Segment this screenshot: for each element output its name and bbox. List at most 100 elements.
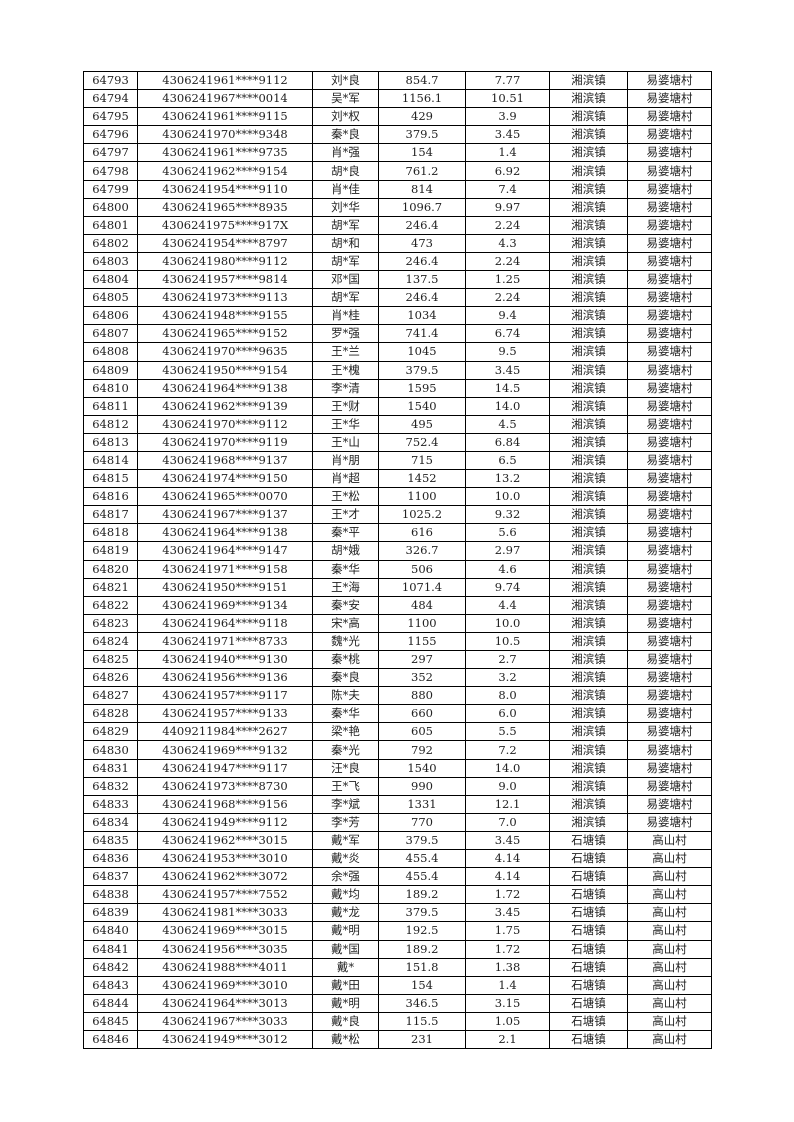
cell-town: 湘滨镇: [549, 432, 628, 452]
cell-row-number: 64799: [83, 179, 138, 199]
cell-village: 易婆塘村: [627, 306, 712, 326]
cell-village: 高山村: [627, 867, 712, 887]
cell-name: 王*财: [312, 396, 379, 416]
cell-town: 湘滨镇: [549, 541, 628, 561]
cell-name: 秦*光: [312, 740, 379, 760]
cell-amount: 246.4: [378, 215, 466, 235]
cell-village: 高山村: [627, 1011, 712, 1031]
table-row: 64824 4306241971****8733 魏*光 1155 10.5 湘滨镇 易婆塘…: [83, 631, 712, 652]
cell-row-number: 64814: [83, 450, 138, 471]
cell-amount: 297: [378, 649, 466, 670]
cell-id-number: 4306241965****9152: [137, 324, 313, 344]
cell-town: 石塘镇: [549, 921, 628, 941]
cell-town: 湘滨镇: [549, 649, 628, 670]
cell-amount: 1540: [378, 396, 466, 416]
cell-id-number: 4306241968****9137: [137, 450, 313, 471]
cell-town: 石塘镇: [549, 885, 628, 905]
cell-area: 4.5: [465, 414, 550, 434]
cell-village: 易婆塘村: [627, 288, 712, 308]
cell-row-number: 64796: [83, 125, 138, 145]
cell-village: 易婆塘村: [627, 161, 712, 181]
cell-village: 易婆塘村: [627, 686, 712, 706]
cell-name: 戴*炎: [312, 849, 379, 869]
cell-area: 6.5: [465, 450, 550, 471]
cell-id-number: 4306241957****7552: [137, 885, 313, 905]
cell-area: 9.97: [465, 197, 550, 217]
cell-row-number: 64846: [83, 1029, 138, 1050]
cell-row-number: 64839: [83, 903, 138, 923]
table-row: 64822 4306241969****9134 秦*安 484 4.4 湘滨镇 易婆塘村: [83, 595, 712, 615]
cell-town: 湘滨镇: [549, 631, 628, 652]
cell-id-number: 4306241949****3012: [137, 1029, 313, 1050]
cell-row-number: 64795: [83, 107, 138, 127]
cell-area: 1.25: [465, 270, 550, 290]
cell-amount: 231: [378, 1029, 466, 1050]
cell-id-number: 4306241949****9112: [137, 812, 313, 832]
cell-amount: 151.8: [378, 957, 466, 977]
cell-row-number: 64843: [83, 975, 138, 995]
table-row: 64819 4306241964****9147 胡*娥 326.7 2.97 湘滨镇 易婆…: [83, 541, 712, 561]
cell-row-number: 64804: [83, 270, 138, 290]
cell-id-number: 4306241965****0070: [137, 487, 313, 507]
cell-name: 罗*强: [312, 324, 379, 344]
cell-village: 易婆塘村: [627, 107, 712, 127]
cell-name: 肖*强: [312, 143, 379, 163]
cell-area: 2.24: [465, 215, 550, 235]
cell-area: 9.5: [465, 342, 550, 362]
cell-town: 湘滨镇: [549, 740, 628, 760]
cell-town: 湘滨镇: [549, 378, 628, 398]
cell-name: 秦*华: [312, 704, 379, 724]
cell-village: 高山村: [627, 975, 712, 995]
table-row: 64820 4306241971****9158 秦*华 506 4.6 湘滨镇 易婆塘村: [83, 559, 712, 579]
cell-town: 湘滨镇: [549, 776, 628, 796]
cell-id-number: 4306241961****9735: [137, 143, 313, 163]
cell-id-number: 4306241970****9348: [137, 125, 313, 145]
table-row: 64836 4306241953****3010 戴*炎 455.4 4.14 石塘镇 高山…: [83, 849, 712, 869]
cell-name: 李*清: [312, 378, 379, 398]
cell-name: 刘*华: [312, 197, 379, 217]
cell-id-number: 4306241973****8730: [137, 776, 313, 796]
cell-area: 2.7: [465, 649, 550, 670]
cell-area: 3.45: [465, 360, 550, 380]
cell-id-number: 4306241971****8733: [137, 631, 313, 652]
cell-id-number: 4306241968****9156: [137, 794, 313, 814]
cell-name: 梁*艳: [312, 722, 379, 742]
cell-row-number: 64824: [83, 631, 138, 652]
table-row: 64807 4306241965****9152 罗*强 741.4 6.74 湘滨镇 易婆…: [83, 324, 712, 344]
table-row: 64797 4306241961****9735 肖*强 154 1.4 湘滨镇 易婆塘村: [83, 143, 712, 163]
cell-amount: 137.5: [378, 270, 466, 290]
cell-amount: 246.4: [378, 288, 466, 308]
cell-name: 余*强: [312, 867, 379, 887]
cell-id-number: 4306241980****9112: [137, 251, 313, 272]
cell-amount: 741.4: [378, 324, 466, 344]
cell-area: 8.0: [465, 686, 550, 706]
cell-id-number: 4306241974****9150: [137, 469, 313, 489]
table-row: 64845 4306241967****3033 戴*良 115.5 1.05 石塘镇 高山…: [83, 1011, 712, 1031]
table-row: 64816 4306241965****0070 王*松 1100 10.0 湘滨镇 易婆塘…: [83, 487, 712, 507]
table-row: 64843 4306241969****3010 戴*田 154 1.4 石塘镇 高山村: [83, 975, 712, 995]
cell-row-number: 64829: [83, 722, 138, 742]
cell-town: 湘滨镇: [549, 179, 628, 199]
cell-area: 7.77: [465, 70, 550, 91]
table-row: 64813 4306241970****9119 王*山 752.4 6.84 湘滨镇 易婆…: [83, 432, 712, 452]
cell-town: 石塘镇: [549, 867, 628, 887]
cell-area: 5.5: [465, 722, 550, 742]
cell-id-number: 4306241970****9119: [137, 432, 313, 452]
table-row: 64804 4306241957****9814 邓*国 137.5 1.25 湘滨镇 易婆…: [83, 270, 712, 290]
cell-town: 湘滨镇: [549, 523, 628, 543]
cell-area: 1.05: [465, 1011, 550, 1031]
cell-area: 1.75: [465, 921, 550, 941]
cell-town: 湘滨镇: [549, 70, 628, 91]
cell-id-number: 4306241967****3033: [137, 1011, 313, 1031]
cell-town: 湘滨镇: [549, 306, 628, 326]
cell-row-number: 64806: [83, 306, 138, 326]
cell-name: 肖*桂: [312, 306, 379, 326]
cell-name: 戴*国: [312, 939, 379, 959]
cell-village: 易婆塘村: [627, 233, 712, 253]
cell-name: 戴*田: [312, 975, 379, 995]
cell-area: 5.6: [465, 523, 550, 543]
cell-town: 湘滨镇: [549, 143, 628, 163]
cell-id-number: 4306241967****0014: [137, 89, 313, 109]
cell-village: 易婆塘村: [627, 649, 712, 670]
table-row: 64844 4306241964****3013 戴*明 346.5 3.15 石塘镇 高山…: [83, 993, 712, 1013]
